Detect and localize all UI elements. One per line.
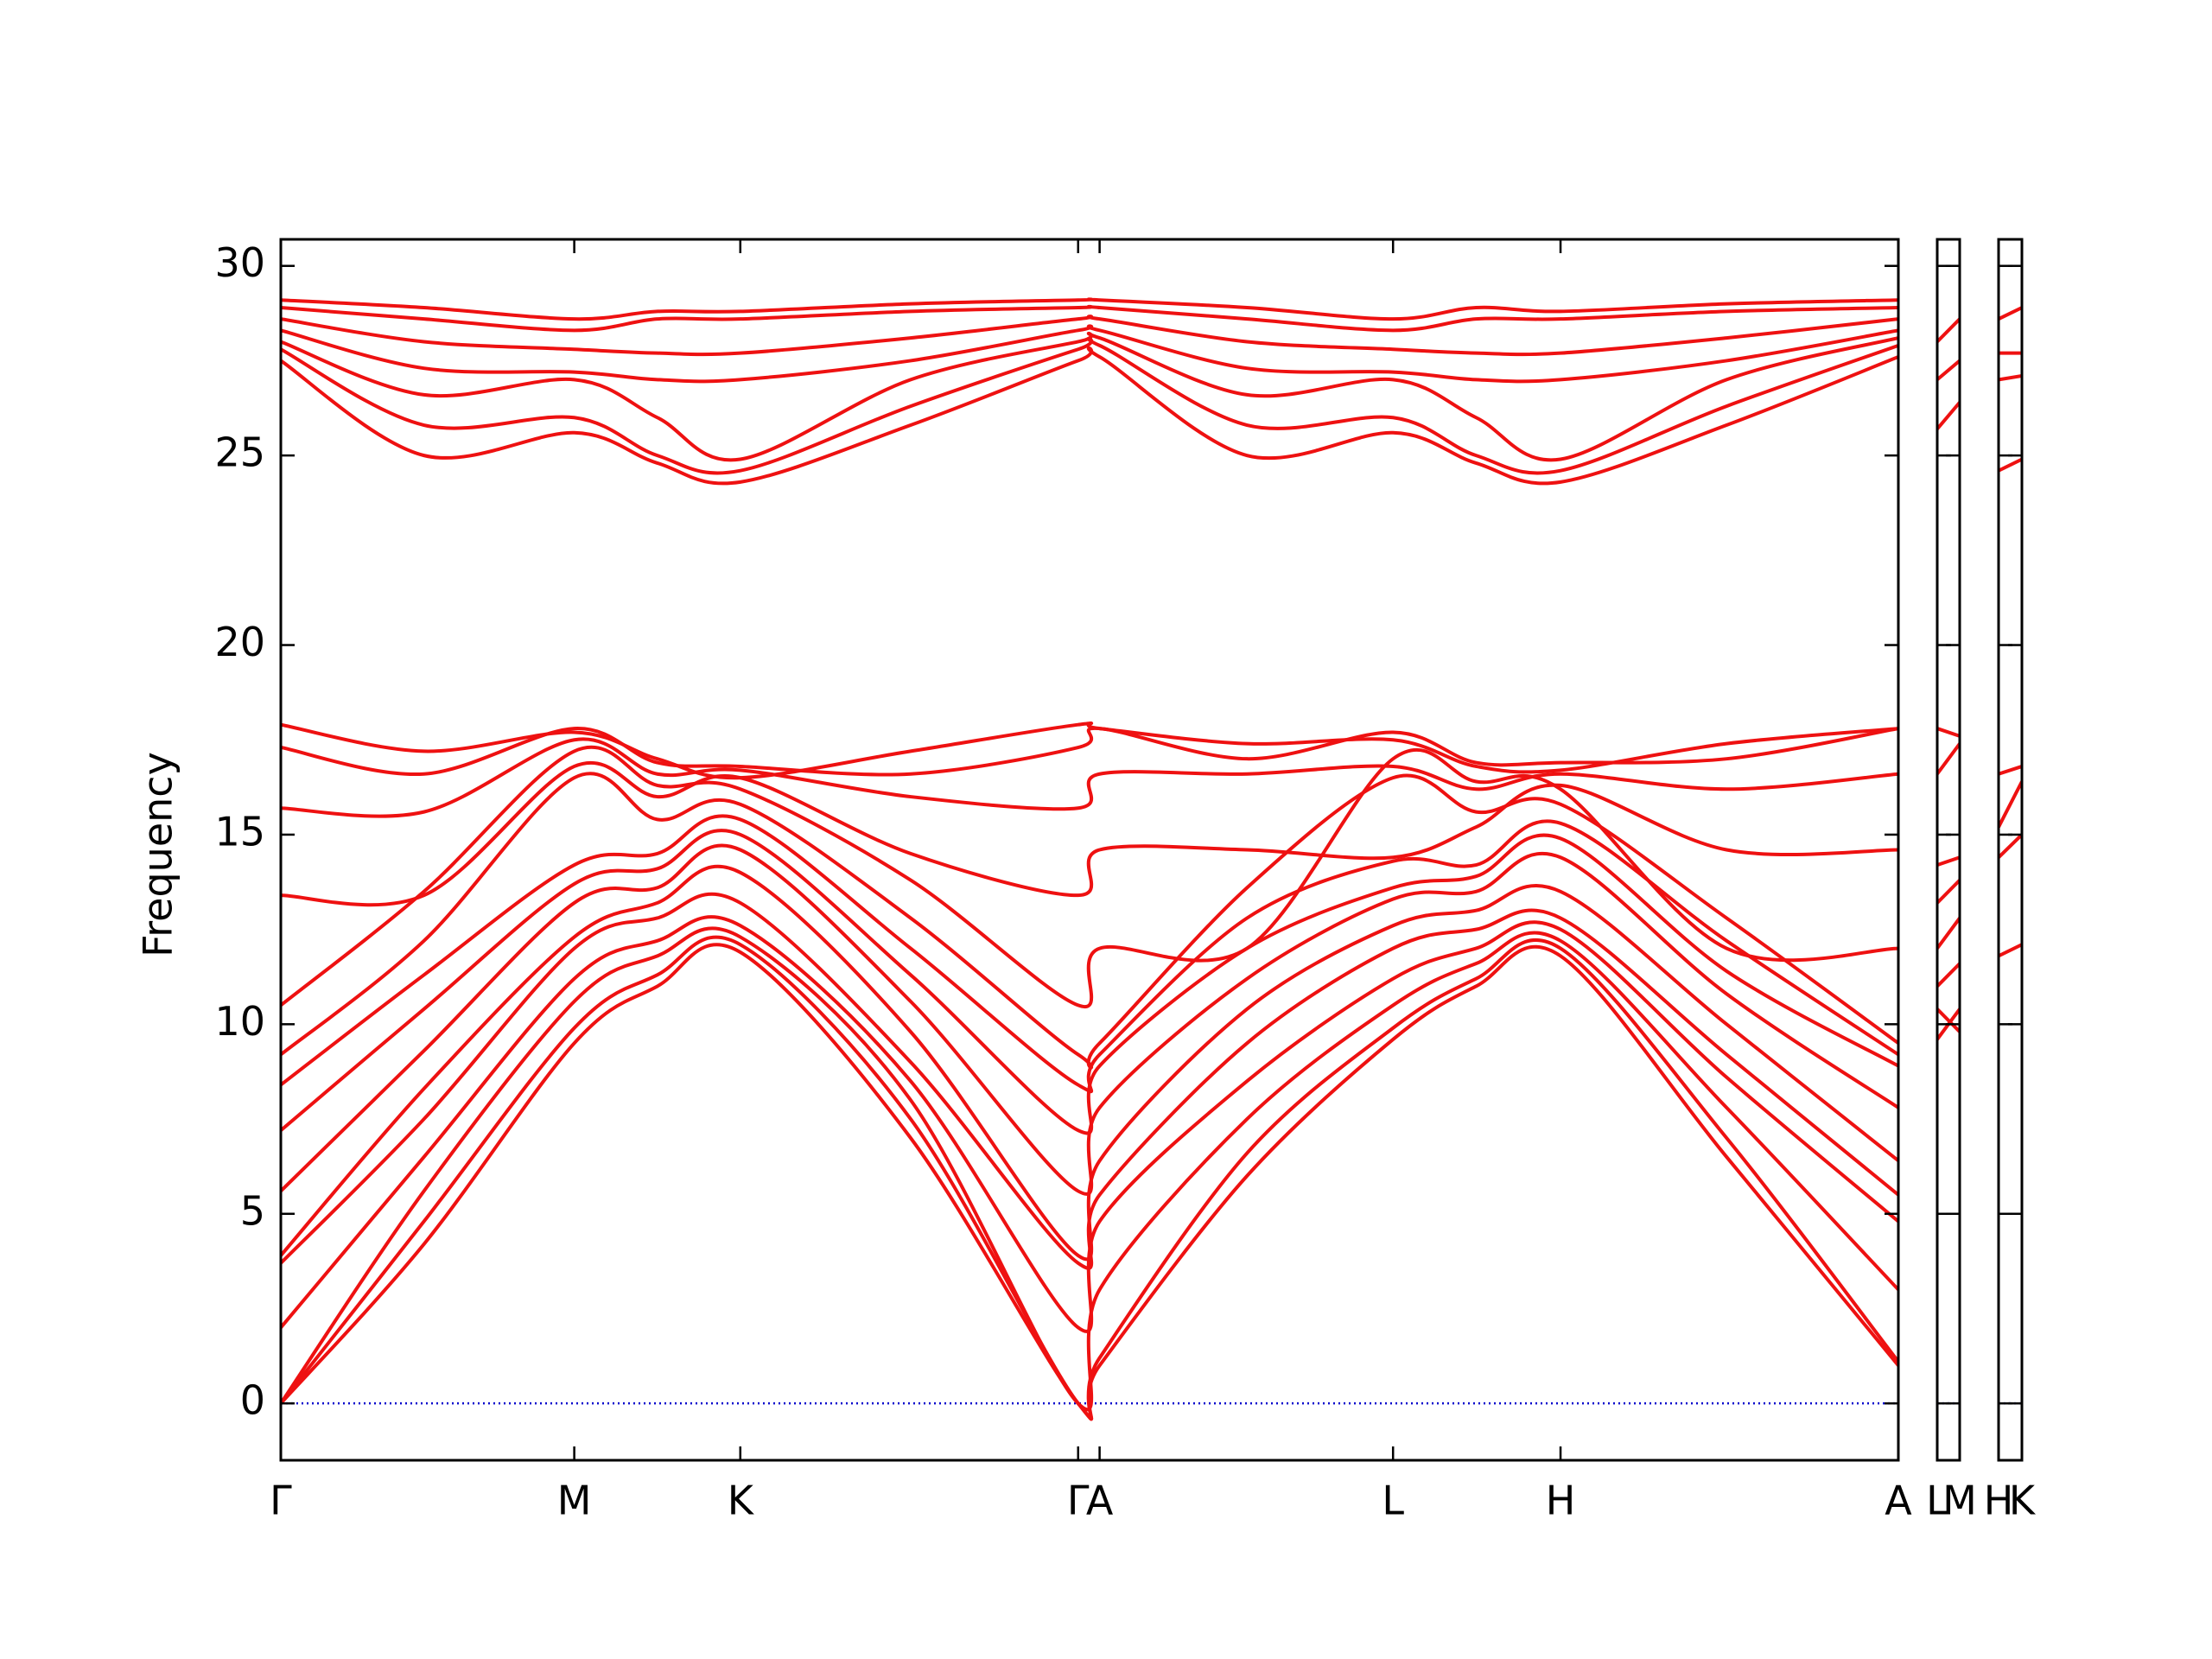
band bbox=[1937, 917, 1960, 950]
x-tick-label: L bbox=[1382, 1478, 1404, 1524]
band bbox=[281, 843, 1898, 1196]
band bbox=[281, 829, 1898, 1135]
x-tick-label: M bbox=[557, 1478, 592, 1524]
x-tick-label: Γ bbox=[1067, 1478, 1090, 1524]
band bbox=[281, 726, 1898, 777]
band bbox=[281, 935, 1898, 1421]
band bbox=[1999, 374, 2022, 382]
band bbox=[1937, 742, 1960, 775]
band bbox=[281, 324, 1898, 384]
plot-frame bbox=[1936, 238, 1961, 1462]
plot-frame bbox=[279, 238, 1900, 1462]
band bbox=[281, 346, 1898, 486]
band bbox=[1937, 359, 1960, 381]
band bbox=[1999, 780, 2022, 829]
band bbox=[1999, 306, 2022, 321]
y-tick-label: 30 bbox=[214, 239, 265, 286]
band bbox=[281, 304, 1898, 333]
band bbox=[281, 892, 1898, 1270]
y-tick-label: 10 bbox=[214, 998, 265, 1045]
band bbox=[281, 315, 1898, 357]
band bbox=[281, 926, 1898, 1412]
band bbox=[1999, 833, 2022, 859]
y-axis-label: Frequency bbox=[135, 752, 181, 957]
x-tick-label: M bbox=[1942, 1478, 1977, 1524]
band bbox=[281, 760, 1898, 907]
band bbox=[281, 772, 1898, 1070]
band bbox=[1999, 765, 2022, 776]
band bbox=[1937, 855, 1960, 867]
y-tick-label: 20 bbox=[214, 619, 265, 665]
band bbox=[1937, 727, 1960, 738]
band bbox=[281, 297, 1898, 321]
y-tick-label: 25 bbox=[214, 429, 265, 476]
plot-frame bbox=[1997, 238, 2024, 1462]
y-tick-label: 5 bbox=[240, 1187, 265, 1234]
x-tick-label: A bbox=[1885, 1478, 1912, 1524]
band bbox=[281, 331, 1898, 462]
x-tick-label: A bbox=[1086, 1478, 1114, 1524]
band bbox=[1937, 401, 1960, 430]
x-tick-label: L bbox=[1926, 1478, 1948, 1524]
band bbox=[281, 737, 1898, 818]
band bbox=[1937, 962, 1960, 988]
band bbox=[281, 864, 1898, 1262]
band bbox=[1999, 943, 2022, 958]
x-tick-label: K bbox=[2009, 1478, 2037, 1524]
band bbox=[1937, 1007, 1960, 1033]
x-tick-label: H bbox=[1546, 1478, 1576, 1524]
x-tick-label: H bbox=[1984, 1478, 2014, 1524]
x-tick-label: Γ bbox=[270, 1478, 292, 1524]
y-tick-label: 15 bbox=[214, 808, 265, 855]
band bbox=[1999, 457, 2022, 473]
band bbox=[281, 721, 1898, 780]
band bbox=[1937, 317, 1960, 343]
x-tick-label: K bbox=[728, 1478, 755, 1524]
band bbox=[1937, 879, 1960, 905]
y-tick-label: 0 bbox=[240, 1377, 265, 1424]
band bbox=[281, 745, 1898, 1009]
band bbox=[281, 915, 1898, 1333]
band bbox=[281, 814, 1898, 1094]
